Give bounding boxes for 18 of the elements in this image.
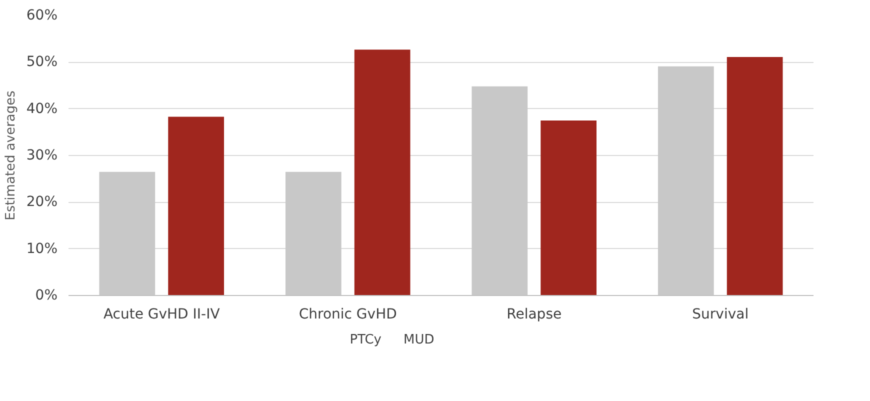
y-tick-label: 50% [26,54,58,70]
y-tick-label: 40% [26,100,58,117]
bar [354,50,410,296]
x-tick-label: Relapse [506,306,562,322]
text: PTCy [350,332,382,348]
y-tick-label: 30% [26,148,58,164]
bar [726,57,783,296]
y-axis-title: Estimated averages [3,90,18,220]
bar [540,120,597,296]
y-tick-label: 10% [26,240,58,257]
x-tick-label: Chronic GvHD [298,306,397,322]
y-tick-label: 0% [35,288,58,304]
y-tick-label: 60% [26,8,58,24]
x-tick-label: Survival [692,306,749,322]
bar [168,116,224,296]
x-tick-label: Acute GvHD II-IV [103,306,220,322]
y-tick-label: 20% [26,194,58,210]
text: MUD [404,332,434,348]
